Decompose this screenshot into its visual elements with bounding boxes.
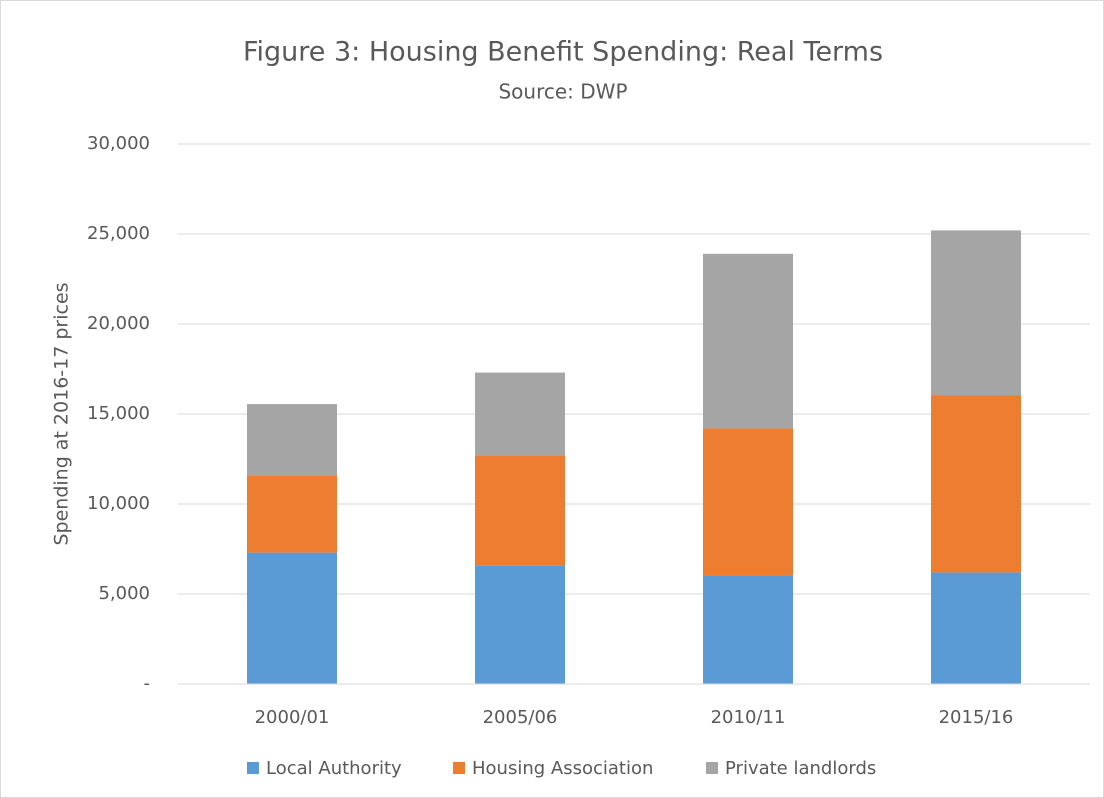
y-axis-label: Spending at 2016-17 prices: [51, 282, 73, 545]
bar-segment: [247, 404, 337, 476]
bar-segment: [703, 428, 793, 576]
x-tick-label: 2005/06: [483, 707, 558, 728]
bar-segment: [931, 395, 1021, 573]
y-tick-label: 20,000: [87, 313, 150, 334]
legend-label: Private landlords: [725, 758, 876, 779]
legend-label: Housing Association: [472, 758, 653, 779]
chart-subtitle: Source: DWP: [498, 80, 627, 104]
bar-segment: [247, 552, 337, 684]
y-tick-label: 25,000: [87, 223, 150, 244]
y-tick-label: 15,000: [87, 403, 150, 424]
bar-segment: [703, 575, 793, 684]
y-tick-label: 30,000: [87, 133, 150, 154]
bar-segment: [475, 372, 565, 456]
bar-segment: [703, 253, 793, 429]
bar-segment: [931, 572, 1021, 684]
y-tick-label: 10,000: [87, 493, 150, 514]
x-tick-label: 2010/11: [711, 707, 786, 728]
bar-segment: [475, 565, 565, 684]
bar-segment: [247, 475, 337, 553]
y-tick-label: 5,000: [98, 583, 150, 604]
legend-swatch: [706, 762, 718, 774]
x-tick-label: 2000/01: [255, 707, 330, 728]
legend-swatch: [453, 762, 465, 774]
chart-title: Figure 3: Housing Benefit Spending: Real…: [243, 37, 883, 68]
bar-segment: [931, 230, 1021, 396]
legend-swatch: [247, 762, 259, 774]
bar-segment: [475, 455, 565, 566]
x-tick-label: 2015/16: [939, 707, 1014, 728]
y-tick-label: -: [144, 673, 151, 694]
legend-label: Local Authority: [266, 758, 402, 779]
